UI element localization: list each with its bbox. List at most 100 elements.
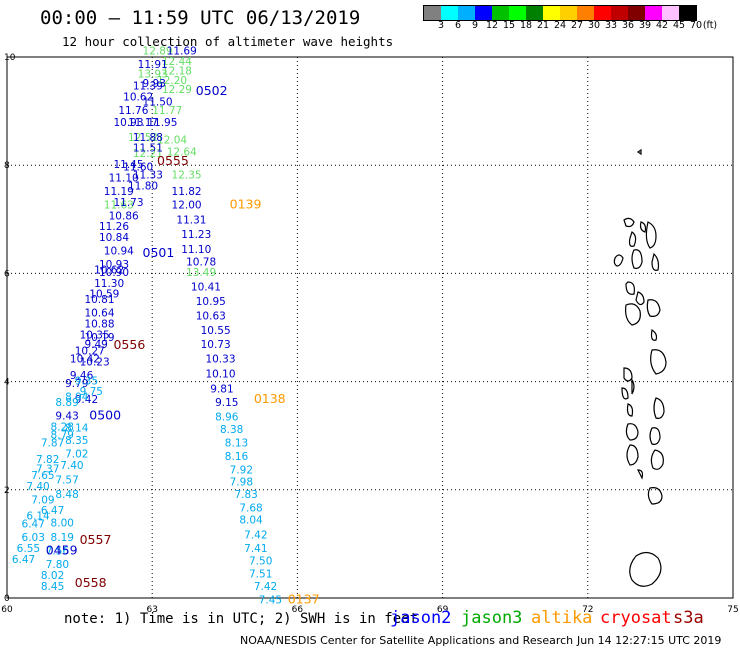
- legend-sat-jason2: jason2: [390, 608, 452, 628]
- wave-height-reading: 9.93: [143, 78, 166, 90]
- lon-tick-label: 69: [437, 605, 449, 615]
- wave-height-reading: 12.35: [172, 170, 202, 182]
- map-subtitle: 12 hour collection of altimeter wave hei…: [62, 34, 394, 49]
- island-outline: [637, 469, 644, 480]
- wave-height-reading: 6.03: [22, 532, 45, 544]
- legend-swatch: [441, 6, 458, 20]
- island-outline: [626, 444, 639, 466]
- wave-height-reading: 11.17: [128, 117, 158, 129]
- wave-height-reading: 7.51: [249, 568, 272, 580]
- legend-swatch: [628, 6, 645, 20]
- legend-tick-label: 12: [485, 20, 499, 31]
- island-outline: [629, 551, 662, 587]
- island-outline: [613, 254, 624, 267]
- wave-height-reading: 9.42: [75, 394, 98, 406]
- legend-sat-s3a: s3a: [673, 608, 704, 628]
- pass-time-label: 0557: [80, 532, 112, 547]
- wave-height-reading: 7.65: [31, 470, 54, 482]
- wave-height-reading: 8.79: [51, 429, 74, 441]
- lon-tick-label: 66: [292, 605, 304, 615]
- island-outline: [649, 427, 661, 445]
- wave-height-reading: 10.64: [84, 308, 114, 320]
- legend-swatch: [458, 6, 475, 20]
- wave-height-reading: 8.19: [51, 532, 74, 544]
- legend-tick-label: 3: [437, 20, 445, 31]
- legend-tick-label: 39: [638, 20, 652, 31]
- lat-tick-label: 10: [4, 53, 16, 63]
- wave-height-reading: 8.14: [65, 422, 89, 434]
- lat-tick-label: 0: [4, 594, 10, 604]
- wave-height-reading: 7.09: [31, 494, 54, 506]
- legend-tick-label: 21: [536, 20, 550, 31]
- legend-tick-label: 15: [502, 20, 516, 31]
- wave-height-reading: 10.93: [113, 117, 143, 129]
- legend-tick-label: 24: [553, 20, 567, 31]
- wave-height-reading: 11.10: [109, 172, 139, 184]
- island-outline: [646, 299, 661, 317]
- wave-height-reading: 8.28: [51, 421, 74, 433]
- wave-height-reading: 8.04: [239, 514, 263, 526]
- wave-height-reading: 10.81: [84, 294, 114, 306]
- island-outline: [625, 423, 639, 441]
- wave-height-reading: 10.62: [123, 91, 153, 103]
- wave-height-reading: 7.02: [65, 448, 88, 460]
- wave-height-reading: 11.31: [176, 215, 206, 227]
- wave-height-reading: 7.56: [46, 546, 70, 558]
- pass-time-label: 0556: [113, 337, 145, 352]
- wave-height-reading: 7.82: [36, 454, 59, 466]
- wave-height-reading: 12.18: [162, 65, 192, 77]
- wave-height-reading: 7.45: [259, 594, 282, 606]
- legend-unit-label: (ft): [702, 20, 718, 31]
- legend-sat-altika: altika: [531, 608, 593, 628]
- wave-height-reading: 11.45: [113, 159, 143, 171]
- wave-height-reading: 8.89: [55, 397, 78, 409]
- legend-tick-label: 18: [519, 20, 533, 31]
- wave-height-reading: 7.80: [46, 559, 69, 571]
- wave-height-reading: 8.45: [41, 581, 64, 593]
- wave-height-reading: 8.96: [215, 412, 239, 424]
- island-outline: [650, 328, 658, 341]
- wave-height-reading: 7.37: [36, 463, 59, 475]
- pass-time-label: 0500: [89, 407, 121, 422]
- island-outline: [653, 397, 665, 419]
- wave-height-reading: 10.41: [191, 282, 221, 294]
- legend-tick-label: 36: [621, 20, 635, 31]
- legend-swatch: [679, 6, 696, 20]
- legend-tick-label: 42: [655, 20, 669, 31]
- island-outline: [635, 291, 645, 306]
- wave-height-reading: 11.91: [138, 59, 168, 71]
- wave-height-reading: 7.40: [60, 460, 83, 472]
- lon-tick-label: 63: [146, 605, 157, 615]
- legend-tick-label: 9: [471, 20, 479, 31]
- credit-line: NOAA/NESDIS Center for Satellite Applica…: [240, 634, 574, 647]
- island-outline: [647, 487, 663, 505]
- wave-height-reading: 6.47: [22, 519, 45, 531]
- lat-tick-label: 8: [4, 161, 10, 171]
- wave-height-reading: 8.13: [225, 438, 248, 450]
- island-outline: [650, 449, 664, 470]
- wave-height-reading: 7.57: [55, 474, 78, 486]
- wave-height-reading: 10.78: [186, 256, 216, 268]
- wave-height-reading: 10.84: [99, 232, 129, 244]
- wave-height-reading: 8.00: [51, 518, 74, 530]
- wave-height-reading: 12.20: [157, 75, 187, 87]
- legend-tick-label: 45: [672, 20, 686, 31]
- wave-height-reading: 10.88: [84, 319, 114, 331]
- legend-sat-jason3: jason3: [461, 608, 523, 628]
- legend-swatch: [611, 6, 628, 20]
- wave-height-reading: 11.95: [147, 117, 177, 129]
- legend-swatch: [543, 6, 560, 20]
- wave-height-reading: 11.19: [104, 186, 134, 198]
- lat-tick-label: 4: [4, 378, 10, 388]
- wave-height-reading: 7.92: [230, 465, 253, 477]
- wave-height-reading: 11.60: [123, 162, 153, 174]
- island-outline: [645, 221, 657, 249]
- wave-height-reading: 6.55: [17, 543, 40, 555]
- wave-height-reading: 11.82: [172, 186, 202, 198]
- wave-height-reading: 10.35: [80, 329, 110, 341]
- wave-height-reading: 9.75: [80, 386, 103, 398]
- island-outline: [651, 252, 660, 271]
- legend-swatch: [662, 6, 679, 20]
- island-outline: [623, 367, 633, 382]
